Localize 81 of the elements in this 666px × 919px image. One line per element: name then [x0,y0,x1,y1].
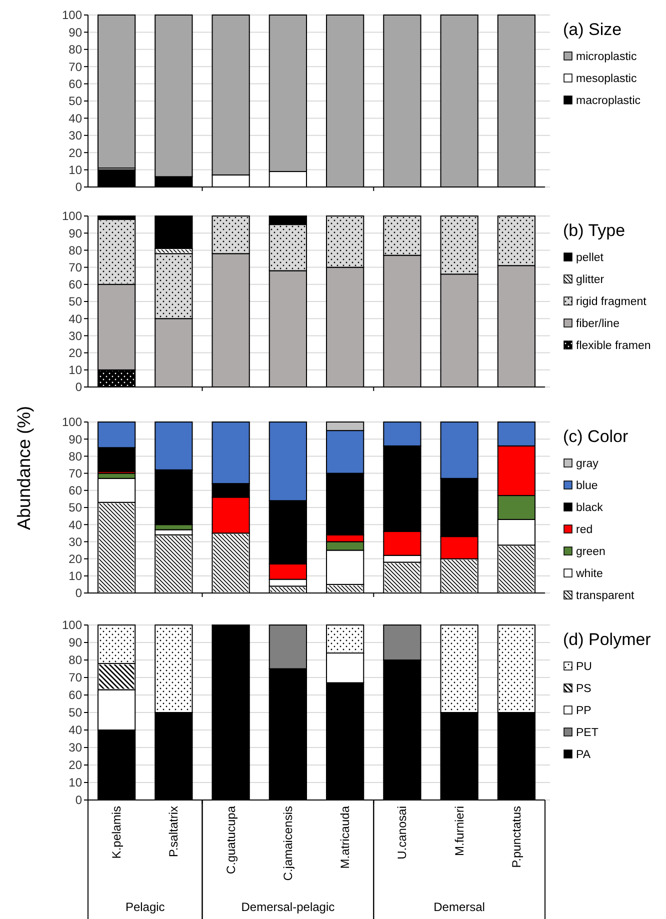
y-tick-label: 70 [68,60,82,74]
y-tick-label: 50 [68,294,82,309]
y-tick-label: 10 [68,569,82,584]
y-tick-label: 80 [68,243,82,258]
text: Pelagic [125,900,165,914]
y-tick-label: 70 [68,670,82,685]
x-tick-label: P.saltatrix [166,806,181,858]
legend-label: mesoplastic [576,73,637,85]
y-tick-label: 100 [62,415,82,430]
legend-label: macroplastic [576,95,641,107]
y-tick-label: 60 [68,688,82,702]
legend-label: rigid fragment [576,296,648,308]
y-tick-label: 0 [75,180,82,194]
y-axis-title: Abundance (%) [14,406,34,530]
y-tick-label: 90 [68,25,82,40]
legend-label: blue [576,480,598,492]
legend-title: (a) Size [563,20,622,39]
y-tick-label: 20 [68,552,82,566]
y-tick-label: 30 [68,328,82,343]
text: Demersal [434,900,485,914]
legend-label: pellet [576,252,604,264]
legend-label: fiber/line [576,318,620,330]
y-tick-label: 40 [68,312,82,326]
text: Demersal-pelagic [241,900,335,914]
y-tick-label: 40 [68,111,82,126]
x-tick-label: U.canosai [395,806,410,860]
x-tick-label: M.atricauda [338,806,352,869]
x-tick-label: C.jamaicensis [280,806,295,881]
legend-label: transparent [576,590,635,602]
y-tick-label: 70 [68,260,82,274]
y-tick-label: 0 [75,793,82,808]
legend-label: black [576,502,604,514]
y-tick-label: 30 [68,128,82,143]
y-tick-label: 10 [68,776,82,790]
y-tick-label: 100 [62,8,82,22]
y-tick-label: 60 [68,484,82,498]
y-tick-label: 10 [68,163,82,177]
y-tick-label: 80 [68,653,82,668]
y-tick-label: 0 [75,586,82,600]
y-tick-label: 50 [68,706,82,720]
legend-label: glitter [576,274,604,286]
legend-title: (d) Polymer [563,630,652,649]
legend-label: green [576,546,606,558]
legend-label: microplastic [576,51,637,63]
y-tick-label: 90 [68,636,82,650]
legend-label: PA [576,749,591,761]
y-tick-label: 0 [75,380,82,394]
y-tick-label: 100 [62,209,82,224]
y-tick-label: 40 [68,518,82,532]
x-tick-label: M.furnieri [452,806,466,856]
y-tick-label: 90 [68,432,82,446]
y-tick-label: 80 [68,449,82,464]
y-tick-label: 50 [68,94,82,108]
legend-label: PU [576,661,592,673]
legend-label: white [575,568,603,580]
legend-label: PS [576,683,592,695]
y-tick-label: 30 [68,740,82,755]
y-tick-label: 90 [68,226,82,240]
y-tick-label: 80 [68,42,82,57]
y-tick-label: 50 [68,500,82,515]
y-tick-label: 70 [68,466,82,480]
legend-label: PP [576,705,592,717]
y-tick-label: 100 [62,618,82,632]
x-tick-label: P.punctatus [509,806,524,868]
legend-label: red [576,524,593,536]
x-tick-label: K.pelamis [110,806,124,859]
legend-title: (c) Color [563,427,629,446]
y-tick-label: 60 [68,278,82,292]
bar [97,14,136,169]
y-tick-label: 10 [68,363,82,378]
legend-label: gray [576,458,599,470]
legend-label: flexible framen [576,340,651,352]
y-tick-label: 30 [68,534,82,549]
y-tick-label: 40 [68,723,82,738]
y-tick-label: 20 [68,346,82,360]
legend-title: (b) Type [563,221,626,240]
x-tick-label: C.guatucupa [224,806,238,874]
legend-label: PET [576,727,598,739]
y-tick-label: 60 [68,77,82,91]
y-tick-label: 20 [68,758,82,772]
y-tick-label: 20 [68,146,82,160]
